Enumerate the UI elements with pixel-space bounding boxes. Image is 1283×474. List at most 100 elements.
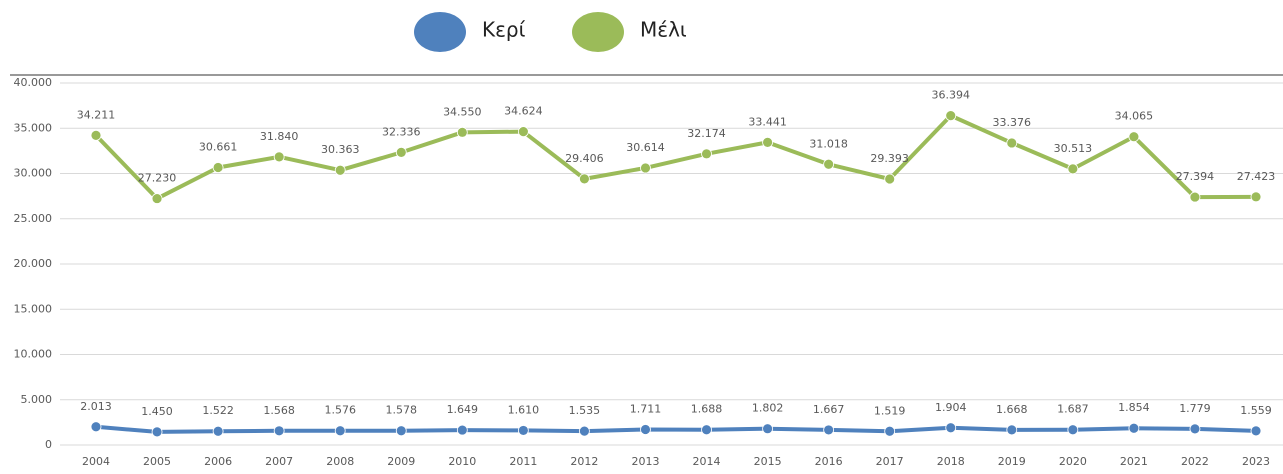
data-label: 1.576: [324, 404, 356, 417]
point: [579, 173, 590, 185]
legend-marker: [572, 12, 624, 52]
point: [1128, 131, 1140, 143]
y-tick-label: 35.000: [14, 121, 53, 134]
x-tick-label: 2019: [998, 455, 1026, 468]
point: [90, 129, 102, 141]
point: [273, 425, 285, 437]
point: [517, 425, 529, 436]
data-label: 2.013: [80, 400, 112, 413]
data-label: 30.363: [321, 143, 360, 156]
series-line: [95, 424, 1257, 434]
x-tick-label: 2013: [631, 455, 659, 468]
point: [456, 424, 468, 436]
data-label: 34.550: [443, 105, 482, 118]
data-label: 27.394: [1176, 170, 1215, 183]
data-label: 1.687: [1057, 403, 1089, 416]
point: [640, 424, 651, 435]
x-tick-label: 2018: [937, 455, 965, 468]
data-label: 32.174: [687, 127, 726, 140]
point: [884, 425, 896, 437]
y-tick-label: 15.000: [14, 302, 53, 315]
data-label: 31.840: [260, 130, 299, 143]
y-tick-label: 25.000: [14, 212, 53, 225]
point: [762, 136, 773, 148]
data-label: 1.535: [569, 404, 601, 417]
x-tick-label: 2020: [1059, 455, 1087, 468]
point: [517, 126, 529, 138]
data-label: 34.624: [504, 105, 543, 118]
point: [1250, 425, 1262, 437]
point: [90, 421, 102, 433]
data-label: 1.779: [1179, 402, 1211, 415]
x-tick-label: 2009: [387, 455, 415, 468]
data-label: 29.406: [565, 152, 604, 165]
data-label: 27.423: [1237, 170, 1276, 183]
data-label: 1.450: [141, 405, 173, 418]
x-tick-label: 2007: [265, 455, 293, 468]
data-label: 27.230: [138, 172, 177, 185]
point: [701, 148, 712, 160]
x-tick-label: 2010: [448, 455, 476, 468]
x-tick-label: 2021: [1120, 455, 1148, 468]
point: [395, 425, 407, 437]
point: [1006, 424, 1018, 436]
x-tick-label: 2015: [754, 455, 782, 468]
x-tick-label: 2016: [815, 455, 843, 468]
data-label: 33.441: [748, 115, 787, 128]
x-tick-label: 2014: [693, 455, 721, 468]
point: [151, 426, 163, 438]
legend-label: Μέλι: [640, 18, 687, 42]
data-label: 34.211: [77, 108, 116, 121]
point: [1189, 191, 1201, 203]
point: [579, 425, 590, 437]
data-label: 1.610: [508, 403, 540, 416]
data-label: 33.376: [993, 116, 1032, 129]
data-label: 31.018: [809, 137, 848, 150]
y-tick-label: 30.000: [14, 167, 53, 180]
x-tick-label: 2011: [509, 455, 537, 468]
point: [151, 193, 163, 204]
data-label: 1.578: [386, 404, 418, 417]
x-tick-label: 2012: [570, 455, 598, 468]
point: [456, 126, 468, 138]
x-tick-label: 2023: [1242, 455, 1270, 468]
point: [701, 424, 712, 436]
point: [1189, 423, 1201, 435]
x-tick-label: 2017: [876, 455, 904, 468]
point: [1250, 191, 1262, 203]
data-label: 30.614: [626, 141, 665, 154]
series-line: [94, 113, 1257, 201]
data-label: 29.393: [870, 152, 909, 165]
y-tick-label: 40.000: [14, 76, 53, 89]
point: [884, 173, 896, 185]
y-tick-label: 20.000: [14, 257, 53, 270]
legend-marker: [414, 12, 466, 52]
x-tick-label: 2022: [1181, 455, 1209, 468]
point: [395, 146, 407, 158]
data-label: 32.336: [382, 125, 421, 138]
y-tick-label: 0: [45, 438, 52, 451]
data-label: 1.711: [630, 403, 662, 416]
x-tick-label: 2008: [326, 455, 354, 468]
data-label: 1.854: [1118, 401, 1150, 414]
point: [212, 425, 224, 437]
data-label: 1.522: [202, 404, 234, 417]
y-tick-label: 5.000: [21, 393, 53, 406]
x-tick-label: 2005: [143, 455, 171, 468]
point: [334, 425, 346, 437]
data-label: 1.519: [874, 404, 906, 417]
data-label: 1.668: [996, 403, 1028, 416]
point: [945, 422, 957, 434]
legend-label: Κερί: [482, 18, 526, 42]
data-label: 30.661: [199, 141, 238, 154]
point: [640, 162, 651, 174]
point: [334, 164, 346, 176]
data-label: 1.649: [447, 403, 479, 416]
data-label: 1.559: [1240, 404, 1272, 417]
point: [945, 110, 957, 122]
data-label: 1.667: [813, 403, 845, 416]
data-label: 1.802: [752, 402, 784, 415]
point: [1128, 422, 1140, 434]
point: [762, 423, 773, 435]
